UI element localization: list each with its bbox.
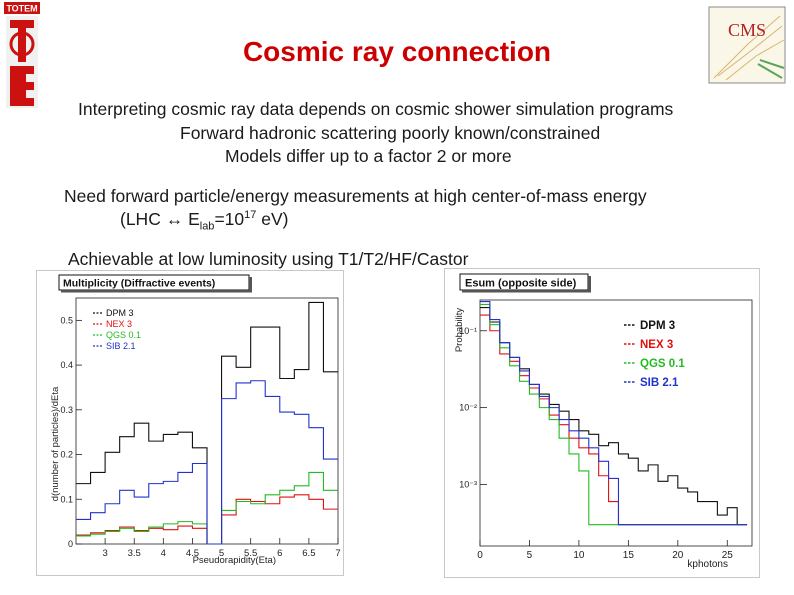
- multiplicity-plot: Multiplicity (Diffractive events) d(numb…: [36, 270, 344, 576]
- esum-xtick-label: 5: [527, 550, 533, 561]
- esum-xtick-label: 25: [722, 550, 734, 561]
- cms-logo-text: CMS: [728, 20, 766, 40]
- esum-xtick-label: 10: [573, 550, 585, 561]
- multiplicity-plot-border: [36, 270, 344, 576]
- esum-series: [480, 300, 748, 526]
- esum-xtick-label: 15: [623, 550, 635, 561]
- cms-logo-jets: [757, 59, 785, 79]
- cms-logo: CMS: [708, 6, 786, 84]
- esum-xtick-label: 20: [672, 550, 684, 561]
- esum-series-sib-2-1: [480, 300, 748, 526]
- multiplicity-xtick-label: 5: [219, 548, 224, 559]
- esum-legend: DPM 3 NEX 3 QGS 0.1 SIB 2.1: [624, 320, 685, 389]
- esum-ytick-label: 10⁻²: [459, 403, 477, 413]
- multiplicity-ylabel: d(number of particles)/dEta: [50, 386, 61, 501]
- bullet-line-3: Models differ up to a factor 2 or more: [225, 146, 512, 166]
- totem-logo-text: TOTEM: [6, 4, 37, 14]
- multiplicity-ytick-label: 0.4: [60, 360, 73, 370]
- multiplicity-xtick-label: 4.5: [186, 548, 199, 559]
- achievable-line: Achievable at low luminosity using T1/T2…: [68, 249, 469, 269]
- bullet-line-2: Forward hadronic scattering poorly known…: [180, 123, 601, 143]
- totem-logo-ring: [9, 31, 35, 57]
- esum-title-shadow-bottom: [462, 290, 591, 293]
- energy-symbol: E: [183, 209, 200, 229]
- need-line-2: (LHC ↔ Elab=1017 eV): [120, 209, 288, 233]
- esum-legend-label: QGS 0.1: [640, 358, 685, 370]
- esum-legend-label: SIB 2.1: [640, 377, 679, 389]
- esum-series-dpm-3: [480, 307, 748, 526]
- esum-plot: Esum (opposite side) Probability kphoton…: [444, 268, 760, 578]
- esum-xtick-label: 0: [477, 550, 483, 561]
- double-arrow-symbol: ↔: [165, 209, 184, 229]
- multiplicity-title: Multiplicity (Diffractive events): [63, 278, 215, 290]
- multiplicity-series: [76, 301, 338, 545]
- multiplicity-xtick-label: 7: [335, 548, 340, 559]
- multiplicity-title-shadow-bottom: [61, 290, 252, 293]
- need-line-2-prefix: (LHC: [120, 209, 166, 229]
- esum-legend-label: DPM 3: [640, 320, 675, 332]
- multiplicity-legend-label: DPM 3: [106, 308, 134, 318]
- energy-exponent: 17: [244, 209, 257, 222]
- multiplicity-ytick-label: 0.3: [60, 405, 73, 415]
- esum-xlabel: kphotons: [687, 559, 728, 570]
- energy-subscript: lab: [199, 220, 215, 233]
- multiplicity-title-shadow: [249, 277, 252, 292]
- esum-title-shadow: [588, 276, 591, 292]
- slide-title: Cosmic ray connection: [242, 36, 552, 67]
- esum-ytick-label: 10⁻³: [459, 480, 477, 490]
- multiplicity-ytick-label: 0.1: [60, 494, 73, 504]
- totem-logo-shape: [10, 20, 34, 62]
- multiplicity-xtick-label: 4: [161, 548, 166, 559]
- multiplicity-xtick-label: 3.5: [128, 548, 141, 559]
- multiplicity-ticks: 3 3.5 4 4.5 5 5.5 6 6.5 7 0 0.1 0.2 0.3 0.4 0.5: [60, 315, 340, 559]
- multiplicity-legend-label: QGS 0.1: [106, 330, 141, 340]
- esum-ticks: 0 5 10 15 20 25 10⁻¹ 10⁻² 10⁻³: [459, 326, 733, 561]
- need-line-1: Need forward particle/energy measurement…: [64, 186, 647, 206]
- energy-equals: =10: [214, 209, 245, 229]
- totem-logo: TOTEM: [4, 2, 40, 108]
- multiplicity-ytick-label: 0: [68, 539, 73, 549]
- esum-legend-label: NEX 3: [640, 339, 673, 351]
- multiplicity-xtick-label: 6.5: [302, 548, 315, 559]
- cms-logo-tracks: [713, 15, 785, 81]
- totem-logo-banner: [4, 2, 40, 14]
- esum-axes-frame: [479, 299, 753, 547]
- multiplicity-series-sib-2-1: [76, 380, 338, 545]
- multiplicity-ytick-label: 0.5: [60, 315, 73, 325]
- multiplicity-xtick-label: 3: [102, 548, 107, 559]
- esum-title: Esum (opposite side): [465, 278, 577, 290]
- multiplicity-legend-label: SIB 2.1: [106, 341, 136, 351]
- esum-ylabel: Probability: [454, 308, 465, 353]
- multiplicity-ytick-label: 0.2: [60, 450, 73, 460]
- multiplicity-series-dpm-3: [76, 301, 338, 545]
- esum-ytick-label: 10⁻¹: [459, 326, 477, 336]
- energy-unit: eV): [256, 209, 289, 229]
- multiplicity-xtick-label: 6: [277, 548, 282, 559]
- bullet-line-1: Interpreting cosmic ray data depends on …: [78, 99, 674, 119]
- esum-plot-border: [444, 268, 760, 578]
- totem-logo-base: [10, 66, 34, 106]
- multiplicity-legend-label: NEX 3: [106, 319, 132, 329]
- multiplicity-xtick-label: 5.5: [244, 548, 257, 559]
- multiplicity-xlabel: Pseudorapidity(Eta): [193, 555, 276, 566]
